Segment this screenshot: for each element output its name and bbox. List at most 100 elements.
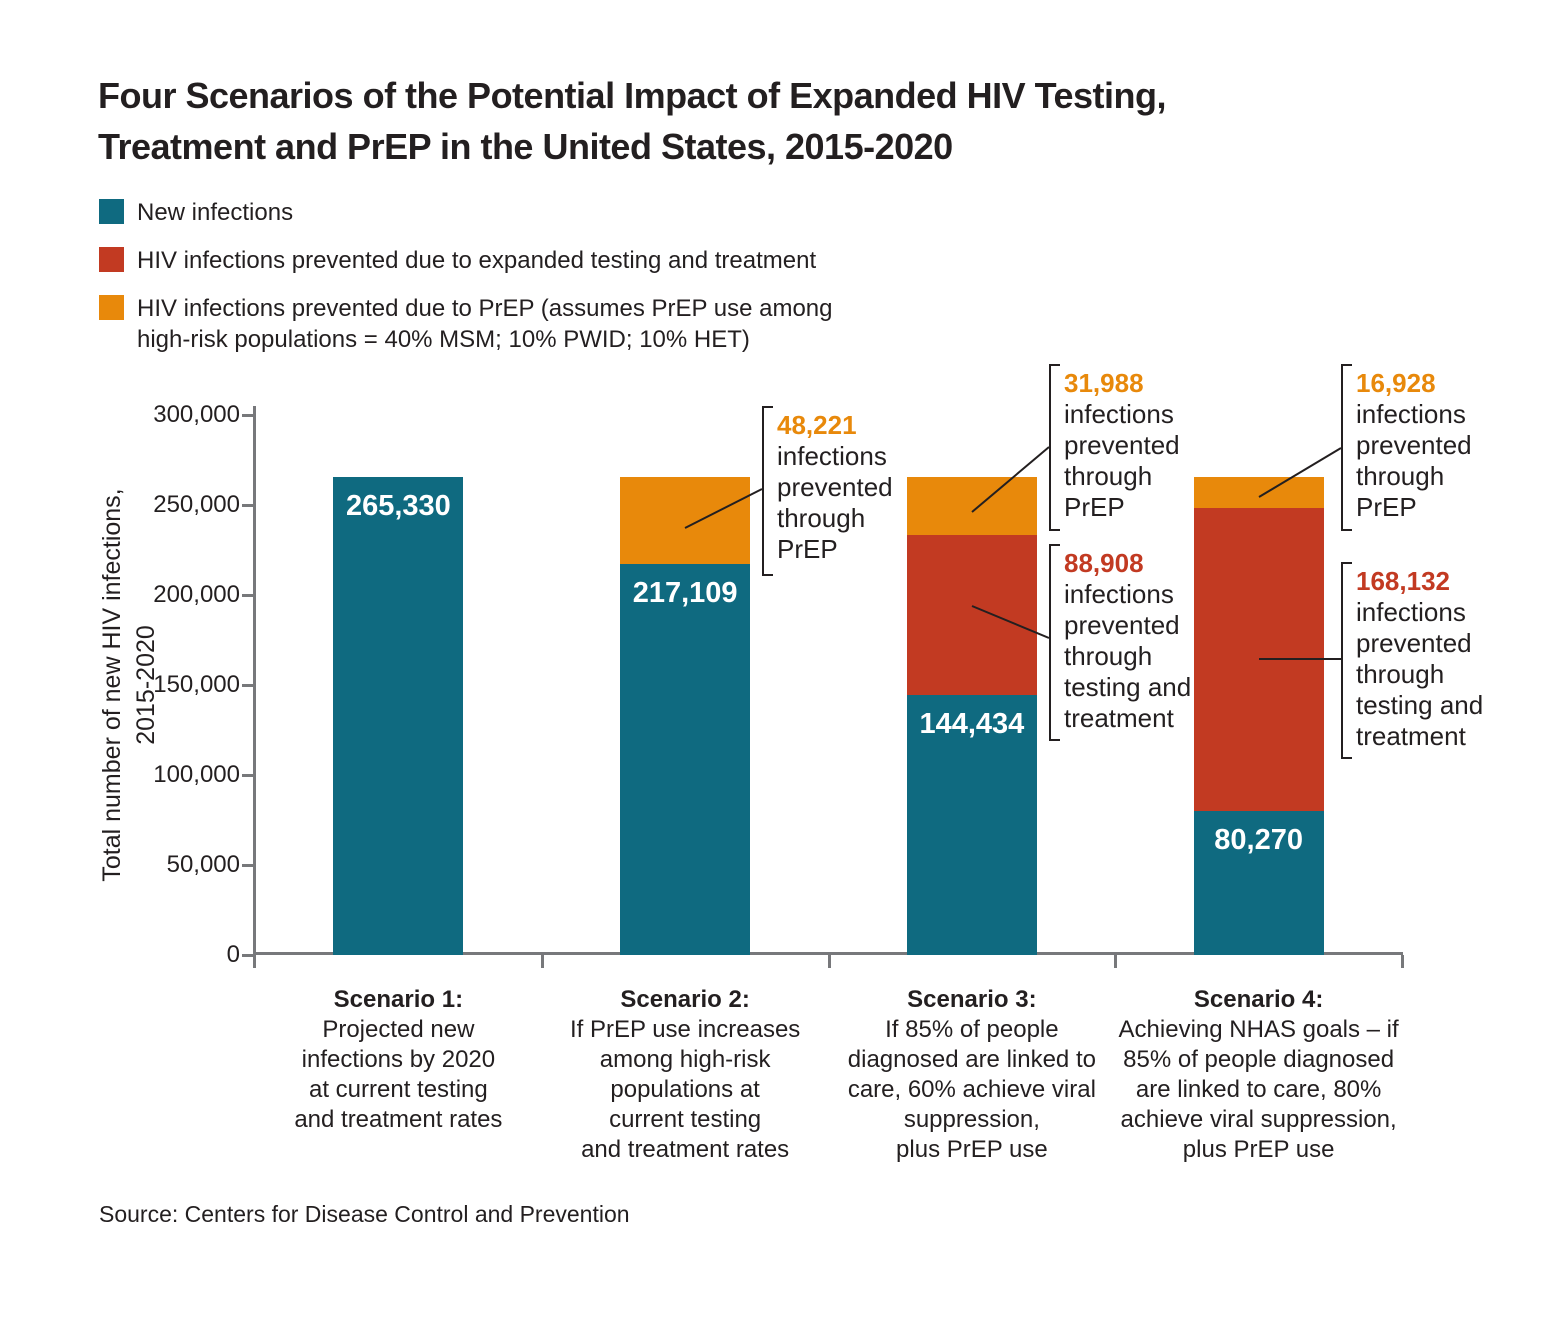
source-note: Source: Centers for Disease Control and … — [99, 1201, 630, 1227]
category-label-scenario-2: Scenario 2: If PrEP use increases among hi… — [525, 985, 845, 1165]
y-axis-tick — [242, 594, 255, 597]
annotation-s3-tt: 88,908 infections prevented through testing … — [1064, 548, 1191, 734]
annotation-s4-prep-line: prevented — [1356, 430, 1472, 460]
annotation-s2-prep: 48,221 infections prevented through PrEP — [777, 410, 893, 565]
bar-4-value-label: 80,270 — [1214, 823, 1303, 856]
y-axis-tick-label: 50,000 — [166, 851, 240, 878]
annotation-s4-tt-line: treatment — [1356, 721, 1466, 751]
annotation-s4-tt-line: prevented — [1356, 628, 1472, 658]
bar-3-segment-prevented_prep — [906, 477, 1037, 535]
category-label-scenario-4: Scenario 4: Achieving NHAS goals – if 85% … — [1099, 985, 1419, 1165]
category-label-line: populations at — [610, 1076, 760, 1103]
bar-3-segment-prevented_testing_treatment — [906, 534, 1037, 696]
annotation-s4-tt-line: infections — [1356, 597, 1466, 627]
annotation-s3-prep-bracket — [1049, 364, 1060, 531]
legend-label-line: HIV infections prevented due to PrEP (as… — [137, 295, 833, 322]
annotation-s4-tt-line: testing and — [1356, 690, 1484, 720]
category-label-line: care, 60% achieve viral — [847, 1076, 1096, 1103]
bar-2-segment-prevented_prep — [620, 477, 751, 565]
category-label-line: diagnosed are linked to — [847, 1046, 1096, 1073]
chart-title: Four Scenarios of the Potential Impact o… — [98, 70, 1166, 172]
category-label-line: and treatment rates — [581, 1136, 790, 1163]
annotation-s4-tt: 168,132 infections prevented through testing… — [1356, 566, 1483, 752]
category-label-line: If PrEP use increases — [569, 1016, 801, 1043]
bar-2-value-label: 217,109 — [632, 577, 738, 610]
annotation-s3-tt-line: infections — [1064, 579, 1174, 609]
y-axis-line — [253, 406, 256, 968]
legend-label-prevented_prep: HIV infections prevented due to PrEP (as… — [137, 293, 832, 355]
legend-item-prevented_testing_treatment: HIV infections prevented due to expanded… — [99, 245, 832, 276]
category-title: Scenario 1: — [333, 986, 464, 1013]
legend-label-line: high-risk populations = 40% MSM; 10% PWI… — [137, 326, 750, 353]
annotation-s4-prep-line: through — [1356, 461, 1445, 491]
bar-4-segment-prevented_prep — [1193, 477, 1324, 508]
annotation-s3-prep-line: infections — [1064, 399, 1174, 429]
bar-3-value-label: 144,434 — [919, 708, 1025, 741]
annotation-s2-prep-number: 48,221 — [777, 410, 857, 440]
annotation-s2-prep-line: prevented — [777, 472, 893, 502]
y-axis-tick — [242, 504, 255, 507]
y-axis-tick-label: 300,000 — [153, 401, 240, 428]
category-label-line: and treatment rates — [294, 1106, 503, 1133]
category-label-line: If 85% of people — [885, 1016, 1059, 1043]
category-title: Scenario 3: — [907, 986, 1037, 1013]
chart-title-line1: Four Scenarios of the Potential Impact o… — [98, 75, 1166, 116]
legend-label-line: HIV infections prevented due to expanded… — [137, 247, 817, 274]
category-label-line: infections by 2020 — [301, 1046, 496, 1073]
legend-label-new_infections: New infections — [137, 197, 293, 228]
category-label-line: achieve viral suppression, — [1120, 1106, 1397, 1133]
annotation-s2-prep-line: infections — [777, 441, 887, 471]
category-label-scenario-1: Scenario 1: Projected new infections by 20… — [238, 985, 558, 1135]
bar-3-segment-new_infections — [906, 695, 1037, 955]
y-axis-tick-label: 100,000 — [153, 761, 240, 788]
category-label-line: Achieving NHAS goals – if — [1118, 1016, 1399, 1043]
category-label-line: at current testing — [308, 1076, 488, 1103]
y-axis-tick-label: 0 — [226, 941, 240, 968]
category-label-line: 85% of people diagnosed — [1123, 1046, 1395, 1073]
x-axis-tick — [1114, 955, 1118, 968]
category-label-line: among high-risk — [599, 1046, 771, 1073]
y-axis-tick — [242, 684, 255, 687]
category-label-line: current testing — [609, 1106, 762, 1133]
annotation-s2-prep-bracket — [762, 406, 773, 576]
category-title: Scenario 4: — [1193, 986, 1324, 1013]
bar-1-value-label: 265,330 — [345, 490, 451, 523]
annotation-s4-tt-line: through — [1356, 659, 1445, 689]
legend-swatch-new_infections — [99, 199, 124, 224]
annotation-s4-prep-line: PrEP — [1356, 492, 1417, 522]
annotation-s3-tt-line: testing and — [1064, 672, 1192, 702]
category-label-scenario-3: Scenario 3: If 85% of people diagnosed are… — [812, 985, 1132, 1165]
category-label-line: suppression, — [903, 1106, 1040, 1133]
bar-4-segment-new_infections — [1193, 810, 1324, 955]
annotation-s4-prep-line: infections — [1356, 399, 1466, 429]
y-axis-tick — [242, 414, 255, 417]
category-title: Scenario 2: — [620, 986, 750, 1013]
annotation-s3-tt-line: prevented — [1064, 610, 1180, 640]
annotation-s3-prep: 31,988 infections prevented through PrEP — [1064, 368, 1180, 523]
y-axis-tick-label: 250,000 — [153, 491, 240, 518]
y-axis-tick-label: 150,000 — [153, 671, 240, 698]
annotation-s2-prep-line: PrEP — [777, 534, 838, 564]
legend-swatch-prevented_testing_treatment — [99, 247, 124, 272]
annotation-s3-tt-bracket — [1049, 544, 1060, 741]
chart-title-line2: Treatment and PrEP in the United States,… — [98, 126, 953, 167]
legend-item-prevented_prep: HIV infections prevented due to PrEP (as… — [99, 293, 832, 355]
annotation-s4-prep-number: 16,928 — [1356, 368, 1436, 398]
annotation-s3-prep-line: prevented — [1064, 430, 1180, 460]
bar-1-segment-new_infections — [333, 477, 464, 955]
annotation-s3-prep-number: 31,988 — [1064, 368, 1144, 398]
y-axis-tick — [242, 954, 255, 957]
bar-2-segment-new_infections — [620, 564, 751, 955]
x-axis-tick — [540, 955, 544, 968]
legend: New infections HIV infections prevented d… — [99, 197, 832, 372]
annotation-s3-prep-line: through — [1064, 461, 1153, 491]
annotation-s3-tt-line: through — [1064, 641, 1153, 671]
category-label-line: plus PrEP use — [1182, 1136, 1335, 1163]
annotation-s3-tt-line: treatment — [1064, 703, 1174, 733]
category-label-line: are linked to care, 80% — [1135, 1076, 1382, 1103]
category-label-line: Projected new — [322, 1016, 475, 1043]
legend-swatch-prevented_prep — [99, 295, 124, 320]
x-axis-tick — [827, 955, 831, 968]
annotation-s4-prep-bracket — [1341, 364, 1352, 531]
